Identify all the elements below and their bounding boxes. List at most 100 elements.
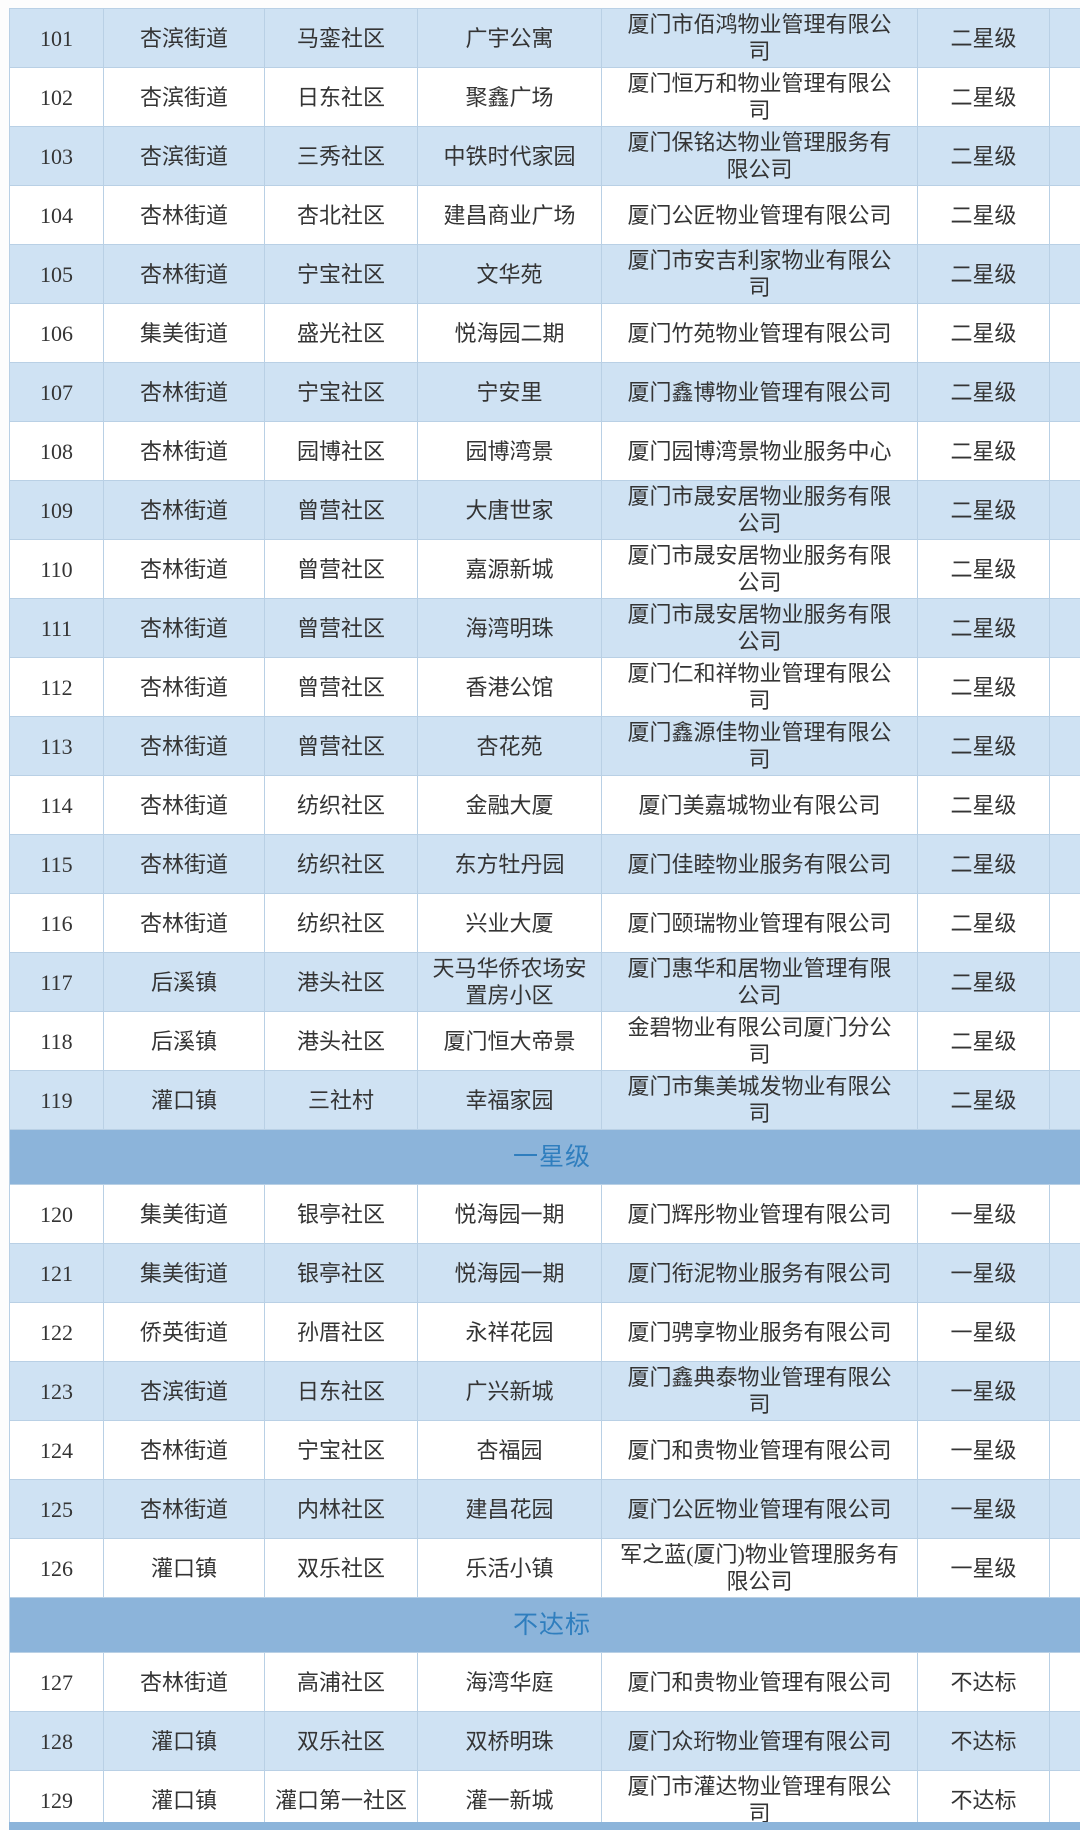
company-cell: 厦门仁和祥物业管理有限公司 bbox=[601, 657, 918, 717]
rating-cell: 二星级 bbox=[917, 362, 1050, 422]
table-row: 118 后溪镇 港头社区 厦门恒大帝景 金碧物业有限公司厦门分公司 二星级 bbox=[9, 1011, 1080, 1071]
company-cell: 金碧物业有限公司厦门分公司 bbox=[601, 1011, 918, 1071]
table-row: 126 灌口镇 双乐社区 乐活小镇 军之蓝(厦门)物业管理服务有限公司 一星级 bbox=[9, 1538, 1080, 1598]
community-cell: 日东社区 bbox=[264, 1361, 418, 1421]
estate-cell: 兴业大厦 bbox=[417, 893, 602, 953]
section-header-row: 不达标 bbox=[9, 1597, 1080, 1653]
community-cell: 港头社区 bbox=[264, 1011, 418, 1071]
seq-cell: 115 bbox=[9, 834, 104, 894]
street-cell: 集美街道 bbox=[103, 303, 265, 363]
company-cell: 厦门市灌达物业管理有限公司 bbox=[601, 1770, 918, 1830]
seq-cell: 126 bbox=[9, 1538, 104, 1598]
company-cell: 厦门和贵物业管理有限公司 bbox=[601, 1652, 918, 1712]
empty-cell bbox=[1049, 1770, 1080, 1830]
seq-cell: 108 bbox=[9, 421, 104, 481]
table-row: 129 灌口镇 灌口第一社区 灌一新城 厦门市灌达物业管理有限公司 不达标 bbox=[9, 1770, 1080, 1830]
community-cell: 纺织社区 bbox=[264, 834, 418, 894]
rating-cell: 二星级 bbox=[917, 893, 1050, 953]
table-row: 116 杏林街道 纺织社区 兴业大厦 厦门颐瑞物业管理有限公司 二星级 bbox=[9, 893, 1080, 953]
seq-cell: 102 bbox=[9, 67, 104, 127]
rating-cell: 二星级 bbox=[917, 598, 1050, 658]
seq-cell: 120 bbox=[9, 1184, 104, 1244]
street-cell: 杏林街道 bbox=[103, 244, 265, 304]
street-cell: 杏林街道 bbox=[103, 480, 265, 540]
community-cell: 高浦社区 bbox=[264, 1652, 418, 1712]
table-row: 106 集美街道 盛光社区 悦海园二期 厦门竹苑物业管理有限公司 二星级 bbox=[9, 303, 1080, 363]
street-cell: 杏林街道 bbox=[103, 1479, 265, 1539]
company-cell: 厦门和贵物业管理有限公司 bbox=[601, 1420, 918, 1480]
company-cell: 厦门保铭达物业管理服务有限公司 bbox=[601, 126, 918, 186]
seq-cell: 118 bbox=[9, 1011, 104, 1071]
table-row: 113 杏林街道 曾营社区 杏花苑 厦门鑫源佳物业管理有限公司 二星级 bbox=[9, 716, 1080, 776]
company-cell: 厦门市晟安居物业服务有限公司 bbox=[601, 480, 918, 540]
estate-cell: 永祥花园 bbox=[417, 1302, 602, 1362]
street-cell: 杏林街道 bbox=[103, 657, 265, 717]
seq-cell: 119 bbox=[9, 1070, 104, 1130]
company-cell: 厦门园博湾景物业服务中心 bbox=[601, 421, 918, 481]
empty-cell bbox=[1049, 539, 1080, 599]
street-cell: 杏林街道 bbox=[103, 834, 265, 894]
empty-cell bbox=[1049, 598, 1080, 658]
estate-cell: 悦海园二期 bbox=[417, 303, 602, 363]
company-cell: 厦门美嘉城物业有限公司 bbox=[601, 775, 918, 835]
rating-cell: 不达标 bbox=[917, 1770, 1050, 1830]
rating-cell: 二星级 bbox=[917, 1070, 1050, 1130]
street-cell: 杏林街道 bbox=[103, 362, 265, 422]
empty-cell bbox=[1049, 421, 1080, 481]
community-cell: 双乐社区 bbox=[264, 1711, 418, 1771]
estate-cell: 悦海园一期 bbox=[417, 1243, 602, 1303]
empty-cell bbox=[1049, 8, 1080, 68]
empty-cell bbox=[1049, 244, 1080, 304]
community-cell: 宁宝社区 bbox=[264, 244, 418, 304]
table-row: 101 杏滨街道 马銮社区 广宇公寓 厦门市佰鸿物业管理有限公司 二星级 bbox=[9, 8, 1080, 68]
estate-cell: 文华苑 bbox=[417, 244, 602, 304]
community-cell: 盛光社区 bbox=[264, 303, 418, 363]
table-row: 105 杏林街道 宁宝社区 文华苑 厦门市安吉利家物业有限公司 二星级 bbox=[9, 244, 1080, 304]
community-cell: 宁宝社区 bbox=[264, 1420, 418, 1480]
street-cell: 杏林街道 bbox=[103, 185, 265, 245]
rating-cell: 一星级 bbox=[917, 1420, 1050, 1480]
community-cell: 双乐社区 bbox=[264, 1538, 418, 1598]
street-cell: 杏滨街道 bbox=[103, 126, 265, 186]
empty-cell bbox=[1049, 1011, 1080, 1071]
empty-cell bbox=[1049, 303, 1080, 363]
rating-cell: 二星级 bbox=[917, 303, 1050, 363]
community-cell: 曾营社区 bbox=[264, 598, 418, 658]
estate-cell: 金融大厦 bbox=[417, 775, 602, 835]
community-cell: 曾营社区 bbox=[264, 716, 418, 776]
estate-cell: 海湾华庭 bbox=[417, 1652, 602, 1712]
seq-cell: 112 bbox=[9, 657, 104, 717]
table-row: 104 杏林街道 杏北社区 建昌商业广场 厦门公匠物业管理有限公司 二星级 bbox=[9, 185, 1080, 245]
section-header-label: 不达标 bbox=[9, 1597, 1080, 1653]
section-header-label: 一星级 bbox=[9, 1129, 1080, 1185]
rating-cell: 二星级 bbox=[917, 244, 1050, 304]
rating-cell: 二星级 bbox=[917, 480, 1050, 540]
estate-cell: 广宇公寓 bbox=[417, 8, 602, 68]
company-cell: 厦门市佰鸿物业管理有限公司 bbox=[601, 8, 918, 68]
estate-cell: 大唐世家 bbox=[417, 480, 602, 540]
street-cell: 灌口镇 bbox=[103, 1538, 265, 1598]
street-cell: 杏林街道 bbox=[103, 421, 265, 481]
estate-cell: 幸福家园 bbox=[417, 1070, 602, 1130]
rating-cell: 二星级 bbox=[917, 952, 1050, 1012]
community-cell: 灌口第一社区 bbox=[264, 1770, 418, 1830]
table-wrapper: 101 杏滨街道 马銮社区 广宇公寓 厦门市佰鸿物业管理有限公司 二星级 102… bbox=[9, 8, 1080, 1830]
empty-cell bbox=[1049, 362, 1080, 422]
estate-cell: 天马华侨农场安置房小区 bbox=[417, 952, 602, 1012]
rating-cell: 二星级 bbox=[917, 421, 1050, 481]
rating-cell: 二星级 bbox=[917, 657, 1050, 717]
estate-cell: 东方牡丹园 bbox=[417, 834, 602, 894]
company-cell: 厦门辉彤物业管理有限公司 bbox=[601, 1184, 918, 1244]
street-cell: 灌口镇 bbox=[103, 1070, 265, 1130]
table-row: 123 杏滨街道 日东社区 广兴新城 厦门鑫典泰物业管理有限公司 一星级 bbox=[9, 1361, 1080, 1421]
street-cell: 杏林街道 bbox=[103, 893, 265, 953]
table-row: 111 杏林街道 曾营社区 海湾明珠 厦门市晟安居物业服务有限公司 二星级 bbox=[9, 598, 1080, 658]
estate-cell: 灌一新城 bbox=[417, 1770, 602, 1830]
empty-cell bbox=[1049, 1243, 1080, 1303]
seq-cell: 125 bbox=[9, 1479, 104, 1539]
community-cell: 三秀社区 bbox=[264, 126, 418, 186]
community-cell: 宁宝社区 bbox=[264, 362, 418, 422]
seq-cell: 124 bbox=[9, 1420, 104, 1480]
estate-cell: 建昌花园 bbox=[417, 1479, 602, 1539]
